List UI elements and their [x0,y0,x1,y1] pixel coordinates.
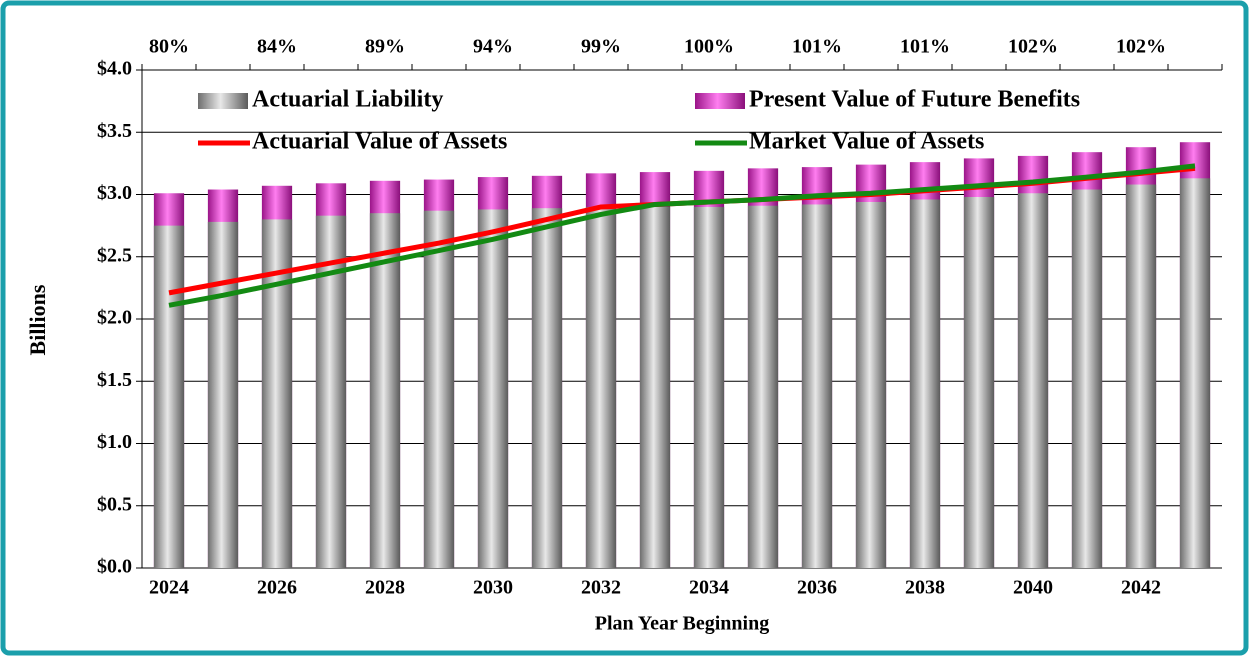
bar [1071,189,1103,568]
y-tick-label: $0.5 [97,493,132,515]
x-tick-label: 2028 [365,577,405,599]
y-tick-label: $3.0 [97,182,132,204]
bar [855,201,887,568]
top-label: 102% [1116,36,1166,58]
top-label: 84% [257,36,297,58]
bar [1125,184,1157,569]
bar [261,219,293,568]
bar [369,213,401,569]
legend-label: Actuarial Value of Assets [252,129,507,155]
x-tick-label: 2030 [473,577,513,599]
top-label: 94% [473,36,513,58]
line [168,163,1196,308]
legend-label: Present Value of Future Benefits [749,87,1080,113]
y-tick-label: $1.0 [97,431,132,453]
x-tick-label: 2024 [149,577,189,599]
bar [477,209,509,568]
y-tick-label: $0.0 [97,556,132,578]
bar [423,210,455,568]
bar [153,225,185,568]
top-label: 101% [792,36,842,58]
top-label: 102% [1008,36,1058,58]
legend-swatch [695,93,745,109]
x-tick-label: 2040 [1013,577,1053,599]
bar [909,199,941,569]
x-tick-label: 2032 [581,577,621,599]
legend-label: Market Value of Assets [749,129,984,155]
x-tick-label: 2026 [257,577,297,599]
y-axis-title: Billions [25,284,50,355]
bar [1179,178,1211,568]
bar [207,221,239,568]
x-tick-label: 2038 [905,577,945,599]
y-tick-label: $4.0 [97,58,132,80]
top-label: 89% [365,36,405,58]
y-tick-label: $1.5 [97,369,132,391]
bar [801,204,833,568]
bar [639,206,671,568]
x-tick-label: 2036 [797,577,837,599]
bar [531,208,563,568]
top-label: 101% [900,36,950,58]
legend-swatch [198,93,248,109]
top-label: 80% [149,36,189,58]
bar [747,205,779,568]
bar [585,206,617,568]
bar [693,206,725,568]
y-tick-label: $3.5 [97,120,132,142]
x-axis-title: Plan Year Beginning [595,613,769,635]
bar [1017,193,1049,568]
legend-label: Actuarial Liability [252,87,443,113]
y-tick-label: $2.5 [97,244,132,266]
top-label: 100% [684,36,734,58]
bar [963,196,995,569]
top-label: 99% [581,36,621,58]
x-tick-label: 2034 [689,577,729,599]
x-tick-label: 2042 [1121,577,1161,599]
y-tick-label: $2.0 [97,307,132,329]
